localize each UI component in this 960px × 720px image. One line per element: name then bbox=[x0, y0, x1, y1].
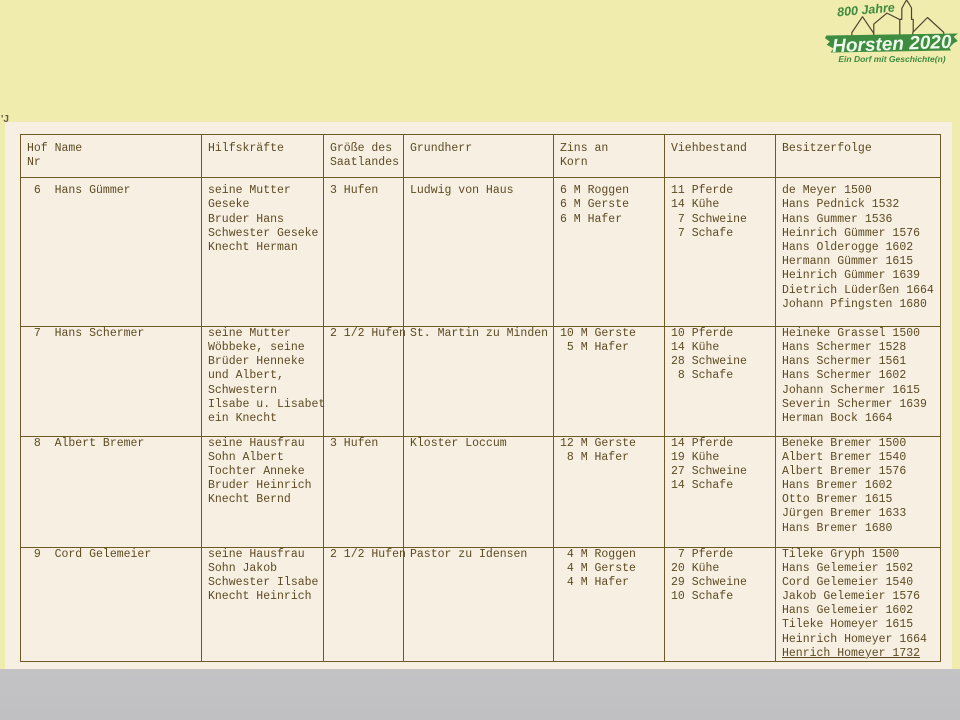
svg-text:Ein Dorf mit Geschichte(n): Ein Dorf mit Geschichte(n) bbox=[838, 54, 945, 64]
